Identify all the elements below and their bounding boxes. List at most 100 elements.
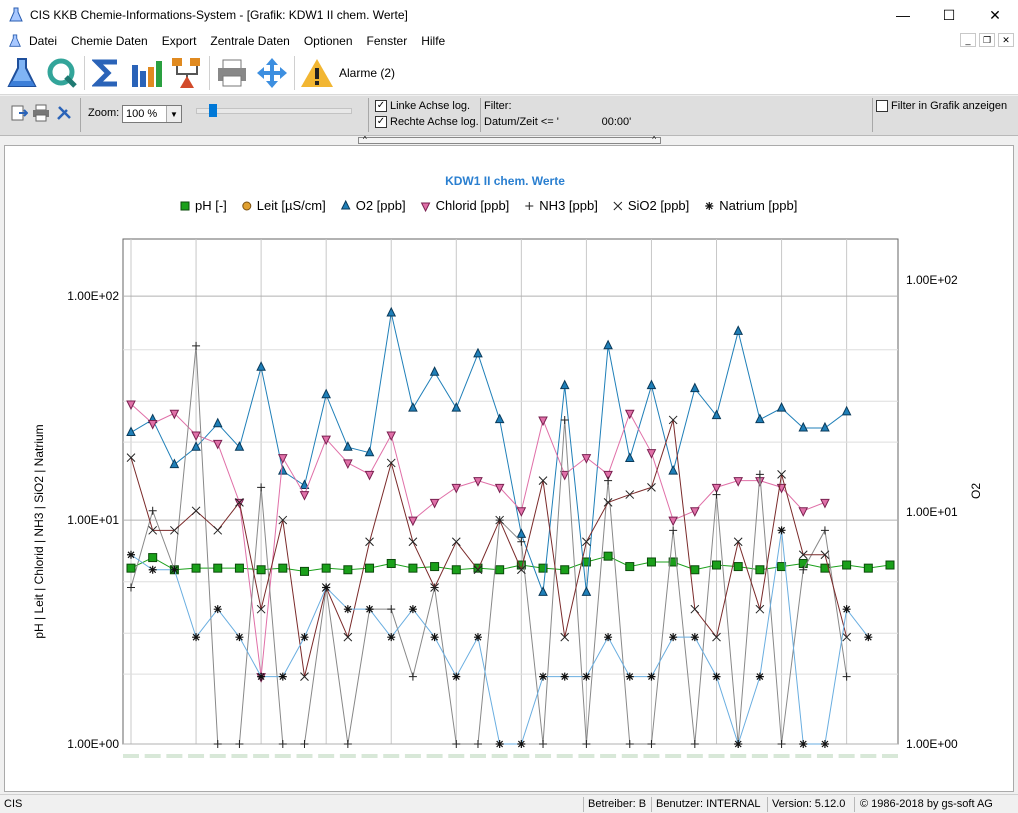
chevron-up-icon[interactable]: ^ (652, 135, 656, 144)
x-tick-label (751, 754, 768, 758)
data-point (690, 740, 699, 748)
checkbox-icon[interactable] (876, 100, 888, 112)
sum-button[interactable] (89, 55, 125, 91)
data-point (126, 426, 136, 436)
data-point (364, 446, 375, 457)
data-point (495, 515, 505, 525)
data-point (321, 563, 331, 573)
x-tick-label (665, 754, 682, 758)
data-point (257, 672, 266, 681)
status-bar: CIS Betreiber: B Benutzer: INTERNAL Vers… (0, 794, 1018, 813)
data-point (322, 583, 331, 592)
data-point (408, 402, 418, 412)
data-point (213, 740, 222, 748)
flask-icon (9, 33, 21, 47)
data-point (517, 537, 526, 546)
data-point (235, 633, 244, 642)
x-tick-label (491, 754, 508, 758)
data-point (604, 476, 613, 485)
data-point (257, 483, 266, 492)
move-button[interactable] (254, 55, 290, 91)
mdi-close-button[interactable]: ✕ (998, 33, 1014, 47)
right-tick-label: 1.00E+00 (906, 737, 958, 751)
x-tick-label (318, 754, 335, 758)
data-point (299, 479, 310, 489)
data-point (647, 483, 656, 492)
menu-fenster[interactable]: Fenster (366, 33, 408, 48)
data-point (343, 632, 353, 642)
data-point (582, 740, 591, 748)
maximize-button[interactable]: ☐ (942, 6, 956, 23)
data-point (690, 633, 699, 642)
show-filter-checkbox[interactable]: Filter in Grafik anzeigen (876, 100, 1007, 112)
checkbox-icon[interactable]: ✓ (375, 100, 387, 112)
menu-zentrale-daten[interactable]: Zentrale Daten (210, 33, 290, 48)
x-tick-label (882, 754, 898, 758)
x-tick-label (773, 754, 790, 758)
y-axis-label-right: O2 (969, 483, 983, 499)
legend-label: Natrium [ppb] (719, 198, 797, 213)
data-point (452, 740, 461, 748)
data-point (256, 565, 266, 575)
left-axis-log-label: Linke Achse log. (390, 100, 471, 112)
statistics-button[interactable] (129, 55, 165, 91)
data-point (235, 497, 244, 507)
data-point (820, 550, 830, 560)
data-point (777, 526, 786, 535)
query-button[interactable] (44, 55, 80, 91)
menu-chemie-daten[interactable]: Chemie Daten (71, 33, 148, 48)
flask-button[interactable] (4, 55, 40, 91)
checkbox-icon[interactable]: ✓ (375, 116, 387, 128)
legend-marker-3 (420, 202, 431, 213)
data-point (343, 441, 353, 451)
alarm-button[interactable] (299, 55, 335, 91)
left-axis-log-checkbox[interactable]: ✓ Linke Achse log. (375, 100, 470, 112)
print-button[interactable] (214, 55, 250, 91)
data-point (582, 672, 591, 681)
x-tick-label (578, 754, 595, 758)
zoom-slider[interactable] (196, 108, 352, 114)
x-tick-label (860, 754, 877, 758)
data-point (538, 416, 548, 427)
mdi-restore-button[interactable]: ❐ (979, 33, 995, 47)
data-point (408, 672, 417, 681)
alarm-label[interactable]: Alarme (2) (339, 65, 396, 80)
chevron-up-icon[interactable]: ^ (363, 135, 367, 144)
printer-icon[interactable] (32, 104, 50, 122)
data-point (842, 560, 852, 570)
export-icon[interactable] (10, 104, 28, 122)
data-point (451, 483, 462, 494)
data-point (582, 537, 591, 547)
data-point (365, 605, 374, 614)
data-point (820, 526, 829, 535)
data-point (277, 454, 288, 464)
data-point (473, 477, 483, 487)
mdi-minimize-button[interactable]: _ (960, 33, 976, 47)
zoom-select[interactable]: 100 % ▼ (122, 105, 182, 123)
x-tick-label (383, 754, 400, 758)
bar-chart-icon (132, 60, 162, 87)
minimize-button[interactable]: — (896, 7, 910, 23)
close-button[interactable]: ✕ (989, 6, 1001, 23)
flask-icon (9, 7, 23, 22)
hierarchy-button[interactable] (169, 55, 205, 91)
data-point (192, 633, 201, 642)
data-point (495, 740, 504, 748)
data-point (885, 560, 895, 570)
tools-icon[interactable] (55, 104, 73, 122)
panel-splitter[interactable]: ^ ^ (358, 135, 661, 144)
menu-datei[interactable]: Datei (29, 33, 58, 48)
chevron-down-icon[interactable]: ▼ (166, 106, 181, 122)
data-point (234, 563, 244, 573)
data-point (452, 672, 461, 681)
x-tick-label (426, 754, 443, 758)
data-point (668, 415, 678, 425)
data-point (430, 583, 439, 592)
right-axis-log-checkbox[interactable]: ✓ Rechte Achse log. (375, 116, 479, 128)
data-point (300, 633, 309, 642)
menu-export[interactable]: Export (161, 33, 197, 48)
zoom-slider-thumb[interactable] (209, 104, 218, 117)
menu-hilfe[interactable]: Hilfe (421, 33, 446, 48)
menu-optionen[interactable]: Optionen (303, 33, 353, 48)
title-bar: CIS KKB Chemie-Informations-System - [Gr… (0, 0, 1018, 30)
